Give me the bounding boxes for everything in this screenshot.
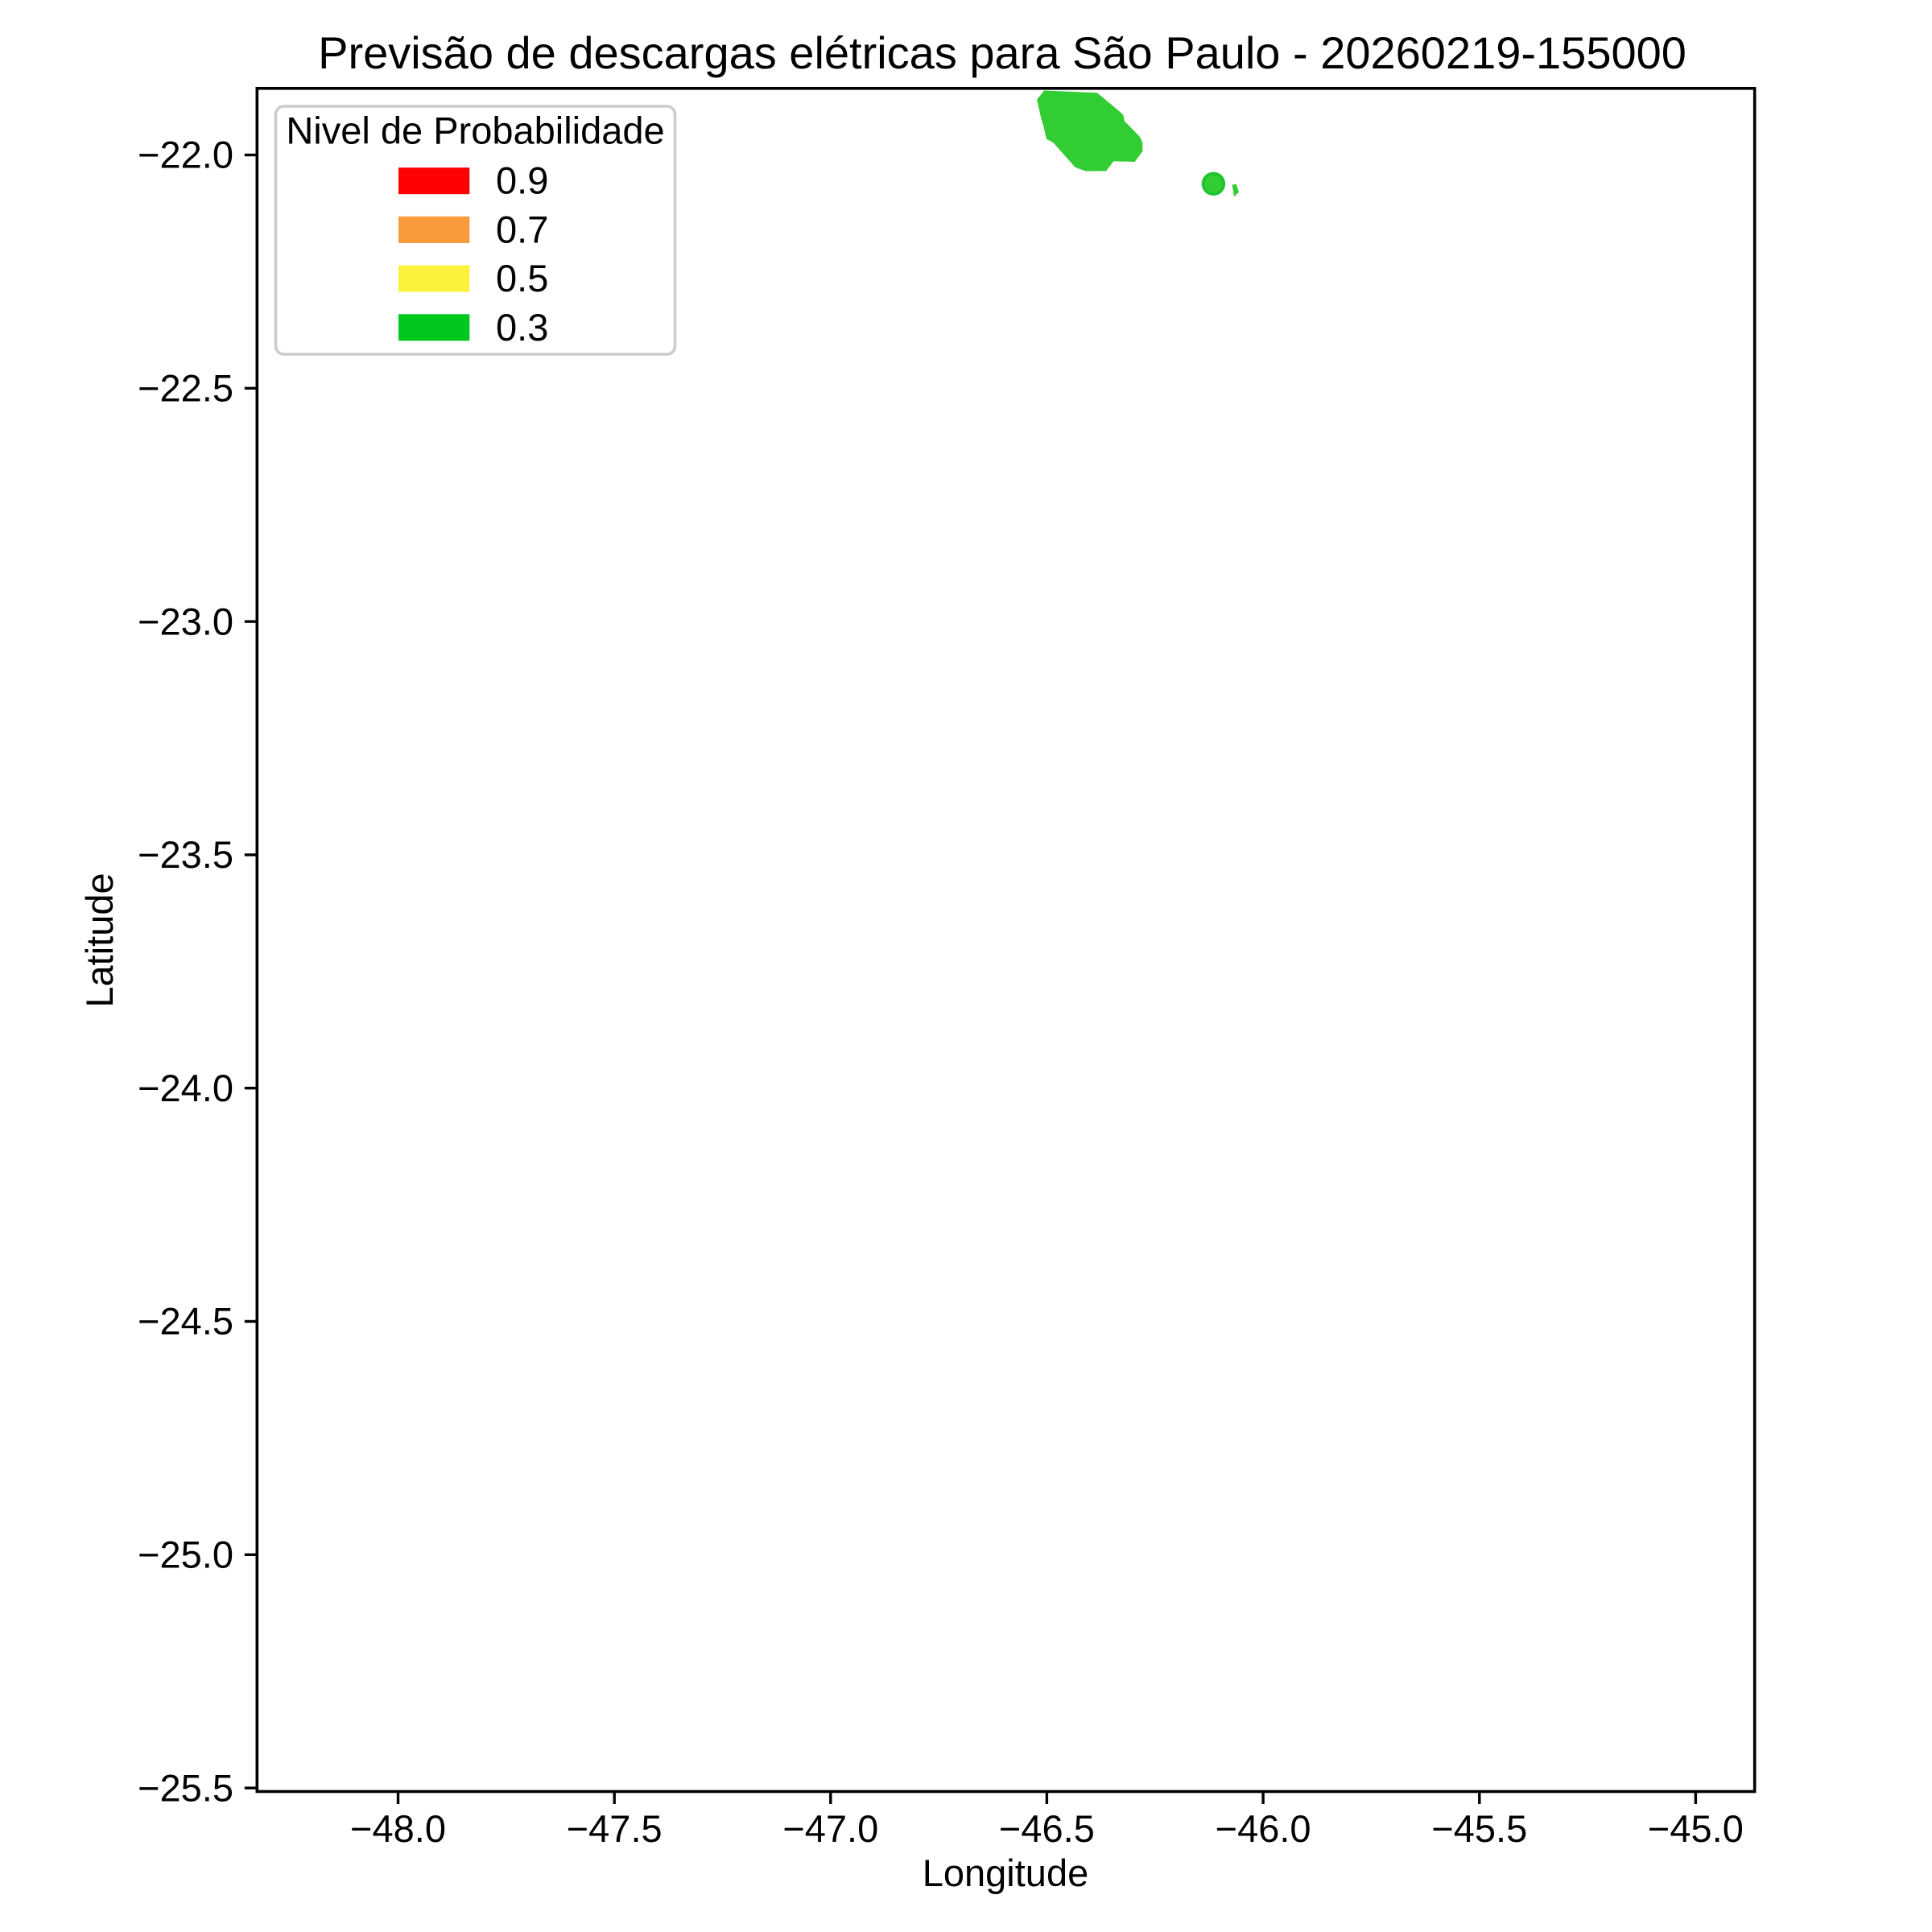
svg-text:Nivel de Probabilidade: Nivel de Probabilidade [286,109,664,152]
svg-text:−48.0: −48.0 [350,1807,446,1850]
svg-text:−24.5: −24.5 [138,1300,233,1343]
svg-text:−47.0: −47.0 [782,1807,878,1850]
svg-text:−23.5: −23.5 [138,833,233,876]
svg-text:−45.5: −45.5 [1431,1807,1527,1850]
svg-text:0.5: 0.5 [496,257,548,299]
svg-text:−25.5: −25.5 [138,1766,233,1809]
svg-text:−25.0: −25.0 [138,1534,233,1576]
svg-text:0.7: 0.7 [496,208,548,250]
svg-text:0.3: 0.3 [496,306,548,349]
svg-text:−46.5: −46.5 [999,1807,1095,1850]
svg-text:−46.0: −46.0 [1216,1807,1311,1850]
svg-text:Longitude: Longitude [923,1852,1088,1894]
svg-text:0.9: 0.9 [496,159,548,202]
svg-text:−24.0: −24.0 [138,1067,233,1109]
svg-text:−47.5: −47.5 [567,1807,663,1850]
svg-text:−23.0: −23.0 [138,600,233,642]
svg-text:Latitude: Latitude [78,873,121,1007]
svg-text:Previsão de descargas elétrica: Previsão de descargas elétricas para São… [318,27,1686,78]
svg-text:−22.5: −22.5 [138,367,233,410]
svg-text:−45.0: −45.0 [1648,1807,1744,1850]
svg-text:−22.0: −22.0 [138,134,233,176]
